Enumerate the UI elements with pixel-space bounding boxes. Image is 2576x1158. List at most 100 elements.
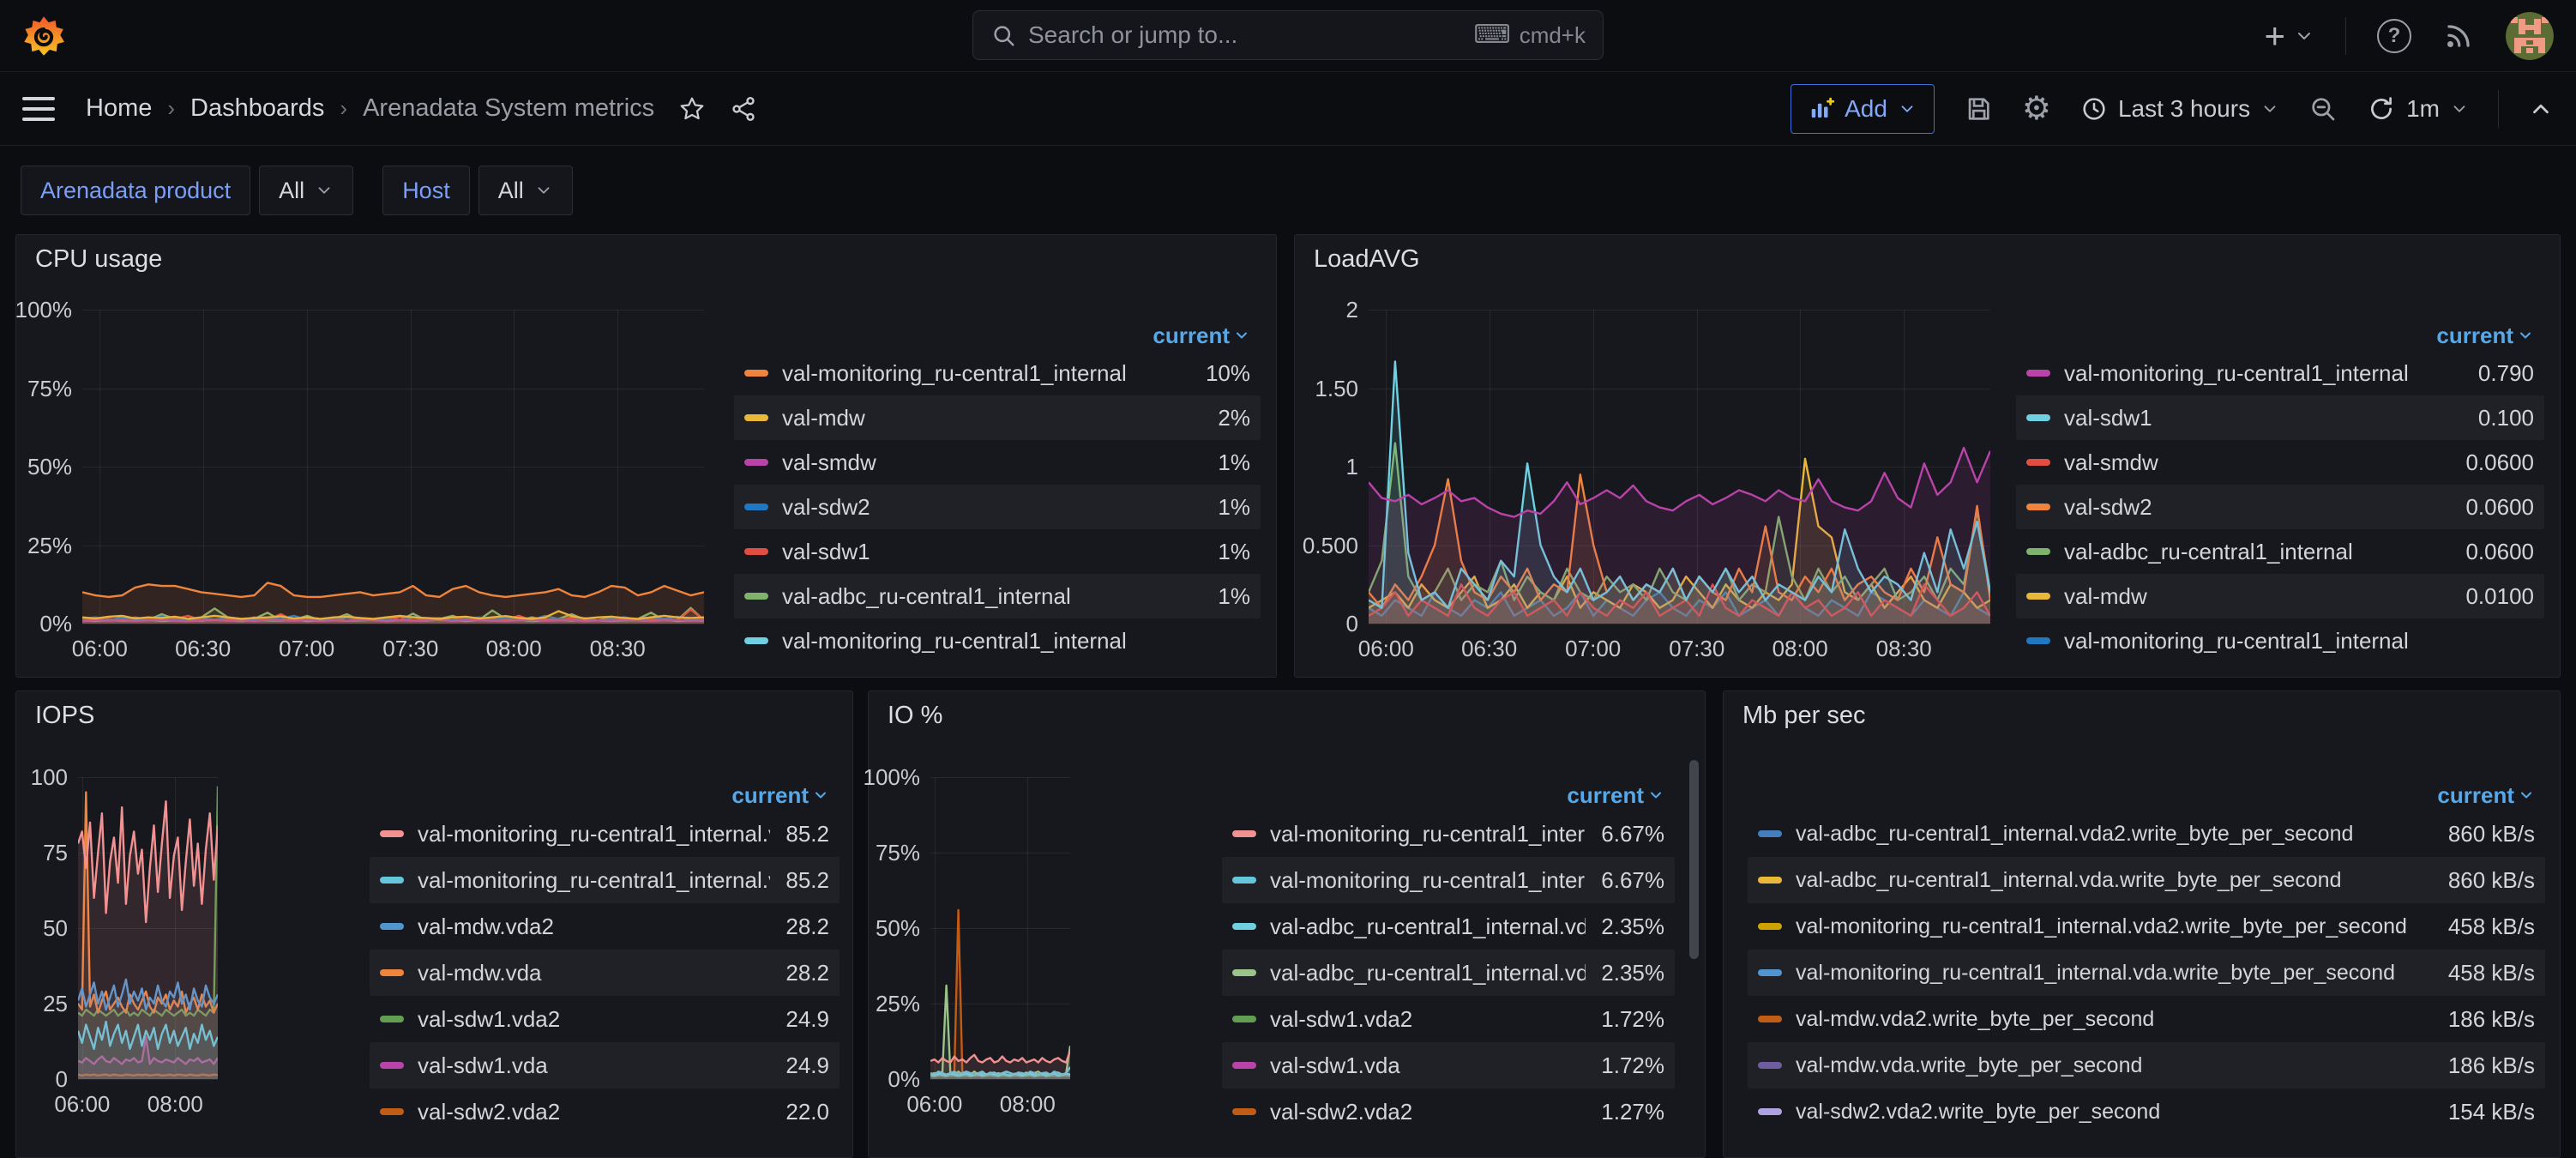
help-button[interactable]: ?	[2377, 19, 2411, 53]
legend-item[interactable]: val-sdw1.vda21.72%	[1222, 996, 1675, 1042]
panel-title[interactable]: IOPS	[35, 702, 94, 730]
menu-toggle-button[interactable]	[22, 97, 55, 121]
legend-sort-header[interactable]: current	[2016, 320, 2544, 351]
y-axis-tick-label: 25	[4, 991, 68, 1016]
panel-title[interactable]: IO %	[888, 702, 942, 730]
chevron-down-icon	[1233, 327, 1250, 344]
host-filter-label[interactable]: Host	[382, 166, 470, 215]
iops-chart[interactable]	[78, 777, 218, 1079]
series-current-value: 28.2	[785, 960, 829, 986]
breadcrumb-dashboards[interactable]: Dashboards	[190, 94, 324, 123]
cpu-usage-chart[interactable]	[82, 310, 704, 624]
legend-item[interactable]: val-monitoring_ru-central1_internal10%	[734, 351, 1261, 395]
product-filter-label[interactable]: Arenadata product	[21, 166, 250, 215]
legend-scrollbar[interactable]	[1689, 760, 1699, 959]
grafana-logo[interactable]	[22, 15, 65, 57]
cpu-series-svg	[82, 310, 704, 624]
y-axis-tick-label: 75%	[9, 376, 72, 401]
add-button-label: Add	[1845, 95, 1887, 123]
plus-icon: +	[2264, 18, 2285, 54]
legend-item[interactable]: val-sdw2.vda21.27%	[1222, 1089, 1675, 1135]
series-current-value: 6.67%	[1601, 867, 1664, 894]
refresh-button[interactable]	[2367, 94, 2396, 124]
legend-item[interactable]: val-mdw.vda228.2	[370, 903, 840, 950]
refresh-interval-dropdown[interactable]: 1m	[2406, 95, 2469, 123]
legend-item[interactable]: val-sdw1.vda24.9	[370, 1042, 840, 1089]
x-axis-tick-label: 08:30	[553, 636, 682, 661]
series-name: val-sdw1	[2064, 405, 2463, 431]
collapse-toolbar-button[interactable]	[2528, 96, 2554, 122]
legend-item[interactable]: val-adbc_ru-central1_internal.vda.write_…	[1748, 857, 2545, 903]
legend-item[interactable]: val-monitoring_ru-central1_internal.vda6…	[1222, 857, 1675, 903]
avatar[interactable]	[2506, 12, 2554, 60]
legend-item[interactable]: val-mdw2%	[734, 395, 1261, 440]
legend-item[interactable]: val-adbc_ru-central1_internal.vda22.35%	[1222, 903, 1675, 950]
loadavg-chart[interactable]	[1369, 310, 1990, 624]
series-current-value: 85.2	[785, 867, 829, 894]
legend-item[interactable]: val-mdw0.0100	[2016, 574, 2544, 618]
panel-title[interactable]: CPU usage	[35, 245, 162, 274]
y-axis-tick-label: 0%	[857, 1066, 920, 1092]
panel-mb-per-sec: Mb per sec currentval-adbc_ru-central1_i…	[1723, 691, 2561, 1158]
shortcut-label: cmd+k	[1520, 22, 1586, 49]
legend-item[interactable]: val-monitoring_ru-central1_internal0.790	[2016, 351, 2544, 395]
legend-item[interactable]: val-monitoring_ru-central1_internal.vda2…	[1222, 811, 1675, 857]
host-filter-value[interactable]: All	[478, 166, 573, 215]
legend-item[interactable]: val-monitoring_ru-central1_internal.vda2…	[370, 811, 840, 857]
legend-item[interactable]: val-mdw.vda2.write_byte_per_second186 kB…	[1748, 996, 2545, 1042]
legend-item[interactable]: val-monitoring_ru-central1_internal	[734, 618, 1261, 663]
legend-sort-header[interactable]: current	[1222, 780, 1675, 811]
new-menu-button[interactable]: +	[2264, 18, 2314, 54]
breadcrumb-home[interactable]: Home	[86, 94, 152, 123]
series-current-value: 860 kB/s	[2448, 821, 2535, 847]
legend-item[interactable]: val-sdw11%	[734, 529, 1261, 574]
legend-item[interactable]: val-smdw0.0600	[2016, 440, 2544, 485]
legend-item[interactable]: val-monitoring_ru-central1_internal.vda8…	[370, 857, 840, 903]
add-panel-icon	[1809, 96, 1834, 122]
legend-item[interactable]: val-mdw.vda28.2	[370, 950, 840, 996]
news-button[interactable]	[2442, 20, 2475, 52]
series-current-value: 0.100	[2478, 405, 2534, 431]
series-current-value: 0.790	[2478, 360, 2534, 387]
legend-item[interactable]: val-mdw.vda.write_byte_per_second186 kB/…	[1748, 1042, 2545, 1089]
legend-item[interactable]: val-monitoring_ru-central1_internal.vda.…	[1748, 950, 2545, 996]
product-filter-value[interactable]: All	[259, 166, 353, 215]
legend-item[interactable]: val-sdw2.vda2.write_byte_per_second154 k…	[1748, 1089, 2545, 1135]
legend-sort-header[interactable]: current	[370, 780, 840, 811]
legend-item[interactable]: val-sdw20.0600	[2016, 485, 2544, 529]
panel-title[interactable]: LoadAVG	[1314, 245, 1420, 274]
legend-item[interactable]: val-sdw1.vda224.9	[370, 996, 840, 1042]
io-percent-chart[interactable]	[930, 777, 1070, 1079]
time-range-picker[interactable]: Last 3 hours	[2080, 95, 2279, 123]
y-axis-tick-label: 0	[4, 1066, 68, 1092]
legend-sort-header[interactable]: current	[1748, 780, 2545, 811]
legend-item[interactable]: val-monitoring_ru-central1_internal.vda2…	[1748, 903, 2545, 950]
host-filter: Host All	[382, 166, 573, 215]
series-color-swatch	[1758, 969, 1782, 976]
favorite-button[interactable]	[678, 95, 706, 123]
panel-title[interactable]: Mb per sec	[1742, 702, 1865, 730]
share-button[interactable]	[730, 95, 757, 123]
add-button[interactable]: Add	[1791, 84, 1935, 134]
chevron-down-icon	[1898, 100, 1917, 118]
legend-item[interactable]: val-smdw1%	[734, 440, 1261, 485]
save-dashboard-button[interactable]	[1964, 94, 1993, 124]
legend-sort-header[interactable]: current	[734, 320, 1261, 351]
search-input[interactable]: Search or jump to... ⌨ cmd+k	[972, 10, 1604, 60]
legend-item[interactable]: val-adbc_ru-central1_internal.vda2.35%	[1222, 950, 1675, 996]
legend-item[interactable]: val-sdw21%	[734, 485, 1261, 529]
legend-item[interactable]: val-monitoring_ru-central1_internal	[2016, 618, 2544, 663]
dashboard-settings-button[interactable]: ⚙	[2022, 93, 2051, 125]
legend-item[interactable]: val-adbc_ru-central1_internal0.0600	[2016, 529, 2544, 574]
legend-item[interactable]: val-sdw1 0.100	[2016, 395, 2544, 440]
zoom-out-button[interactable]	[2308, 94, 2338, 124]
legend-sort-label: current	[2437, 782, 2514, 809]
series-name: val-monitoring_ru-central1_internal.vda2…	[1796, 914, 2433, 939]
series-current-value: 458 kB/s	[2448, 960, 2535, 986]
series-color-swatch	[1758, 877, 1782, 884]
legend-item[interactable]: val-sdw2.vda222.0	[370, 1089, 840, 1135]
legend-item[interactable]: val-adbc_ru-central1_internal1%	[734, 574, 1261, 618]
legend-item[interactable]: val-sdw1.vda1.72%	[1222, 1042, 1675, 1089]
host-filter-selected: All	[498, 178, 524, 204]
legend-item[interactable]: val-adbc_ru-central1_internal.vda2.write…	[1748, 811, 2545, 857]
